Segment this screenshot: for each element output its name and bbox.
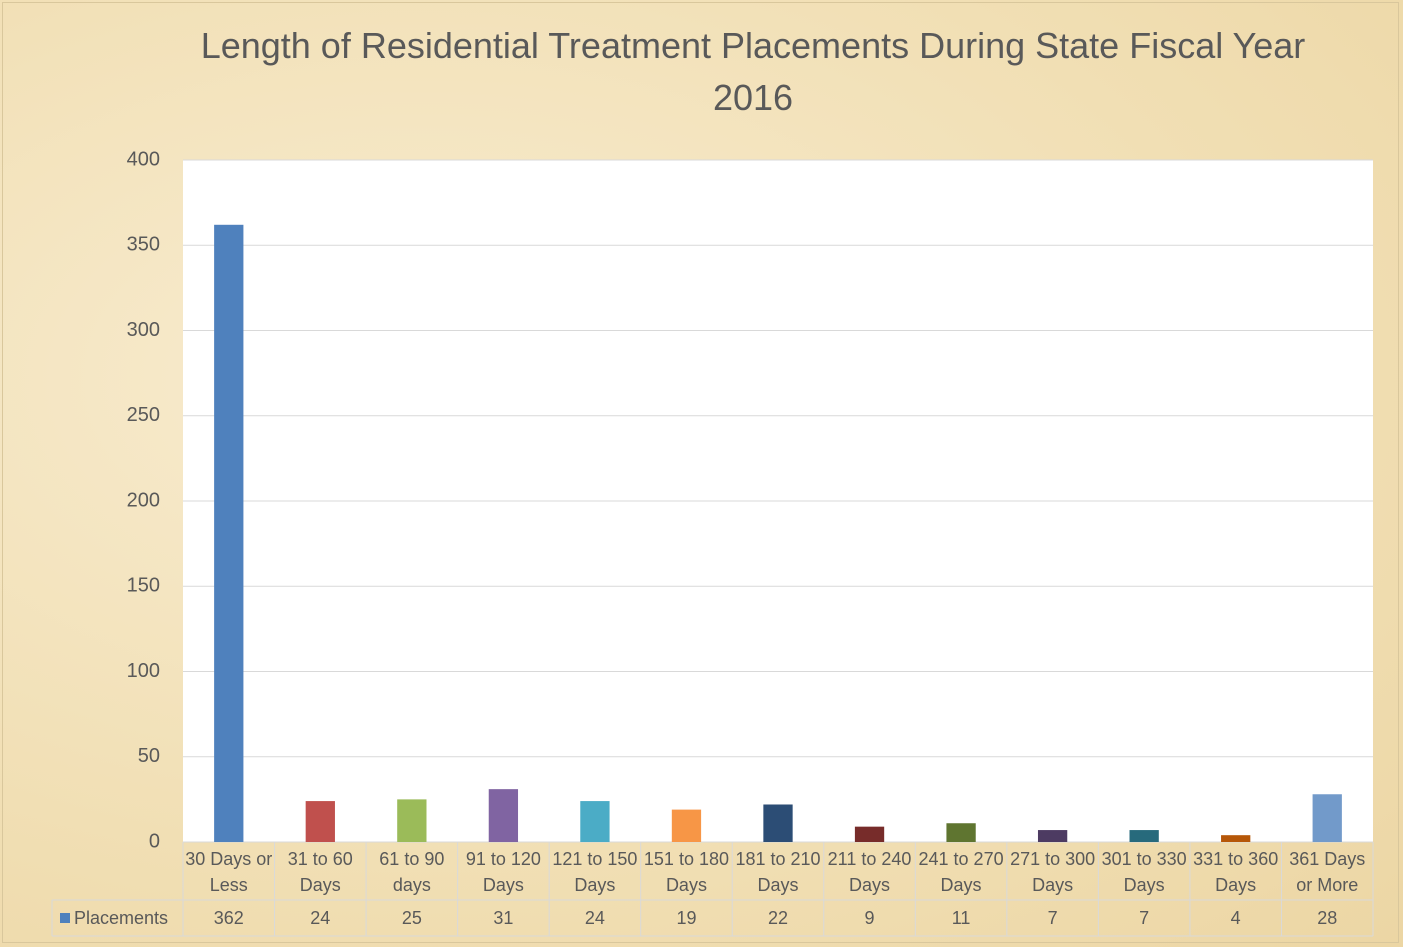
x-tick-label: 61 to 90 days (379, 849, 445, 895)
x-tick-label: 91 to 120 Days (465, 849, 541, 895)
table-value: 24 (584, 908, 605, 928)
y-tick-label: 50 (138, 745, 160, 767)
table-value: 11 (951, 908, 971, 928)
legend-key (60, 913, 70, 923)
legend-label: Placements (74, 908, 169, 928)
y-tick-label: 150 (127, 575, 160, 597)
x-tick-label: 331 to 360 Days (1193, 849, 1279, 895)
bar (580, 801, 610, 842)
x-tick-label: 151 to 180 Days (643, 849, 729, 895)
table-value: 7 (1139, 908, 1150, 928)
x-tick-label: 181 to 210 Days (735, 849, 821, 895)
y-tick-label: 200 (127, 489, 160, 511)
table-value: 9 (864, 908, 875, 928)
y-tick-label: 400 (127, 148, 160, 170)
chart-title: Length of Residential Treatment Placemen… (200, 25, 1306, 118)
bar (488, 789, 519, 842)
table-value: 362 (213, 908, 244, 928)
x-tick-label: 241 to 270 Days (918, 849, 1004, 895)
x-tick-label: 121 to 150 Days (552, 849, 638, 895)
bar (763, 804, 793, 842)
table-value: 22 (767, 908, 788, 928)
x-tick-label: 361 Days or More (1289, 849, 1366, 895)
bar (854, 826, 885, 842)
bar (946, 823, 976, 842)
table-value: 25 (401, 908, 422, 928)
bar (1129, 830, 1159, 842)
y-tick-label: 350 (127, 234, 160, 256)
y-tick-label: 100 (127, 660, 160, 682)
bar (1312, 794, 1342, 842)
x-tick-label: 271 to 300 Days (1010, 849, 1096, 895)
bar (671, 809, 702, 842)
x-tick-label: 30 Days or Less (185, 849, 273, 895)
bar (397, 799, 427, 842)
bar (1037, 830, 1068, 842)
table-value: 7 (1047, 908, 1058, 928)
table-value: 31 (493, 908, 514, 928)
y-tick-label: 250 (127, 404, 160, 426)
bar (214, 224, 244, 843)
x-tick-label: 31 to 60 Days (287, 849, 353, 895)
y-tick-label: 0 (149, 830, 160, 852)
table-value: 4 (1230, 908, 1241, 928)
y-tick-label: 300 (127, 319, 160, 341)
x-tick-label: 211 to 240 Days (827, 849, 912, 895)
bar (305, 801, 335, 842)
x-tick-label: 301 to 330 Days (1101, 849, 1187, 895)
bar (1221, 835, 1251, 842)
table-value: 24 (310, 908, 331, 928)
table-value: 19 (676, 908, 697, 928)
table-value: 28 (1317, 908, 1338, 928)
